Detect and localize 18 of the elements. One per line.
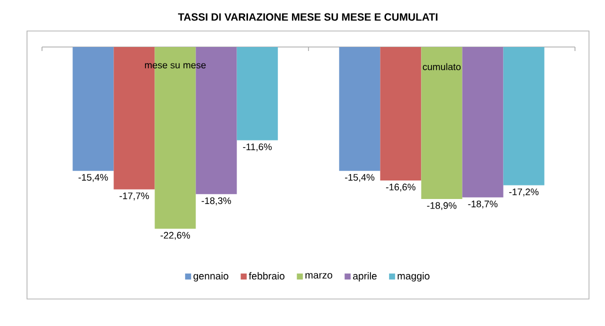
data-label: -22,6%	[160, 232, 190, 240]
data-label: -11,6%	[243, 143, 272, 152]
legend-label: maggio	[398, 272, 430, 282]
data-label: -15,4%	[78, 174, 108, 182]
data-label: -17,2%	[509, 188, 539, 196]
x-tick-label: cumulato	[422, 63, 461, 70]
data-label: -18,9%	[427, 202, 456, 210]
data-label: -18,7%	[468, 200, 498, 208]
data-label: -16,6%	[386, 184, 416, 192]
legend-label: aprile	[353, 272, 377, 282]
data-label: -15,4%	[345, 174, 374, 182]
x-tick-label: mese su mese	[145, 63, 206, 68]
legend-label: febbraio	[248, 272, 284, 280]
data-label: -18,3%	[202, 197, 232, 206]
data-label: -17,7%	[120, 192, 149, 200]
chart-title: TASSI DI VARIAZIONE MESE SU MESE E CUMULATI	[178, 13, 438, 21]
legend-label: gennaio	[194, 272, 228, 282]
legend-label: marzo	[306, 273, 332, 279]
